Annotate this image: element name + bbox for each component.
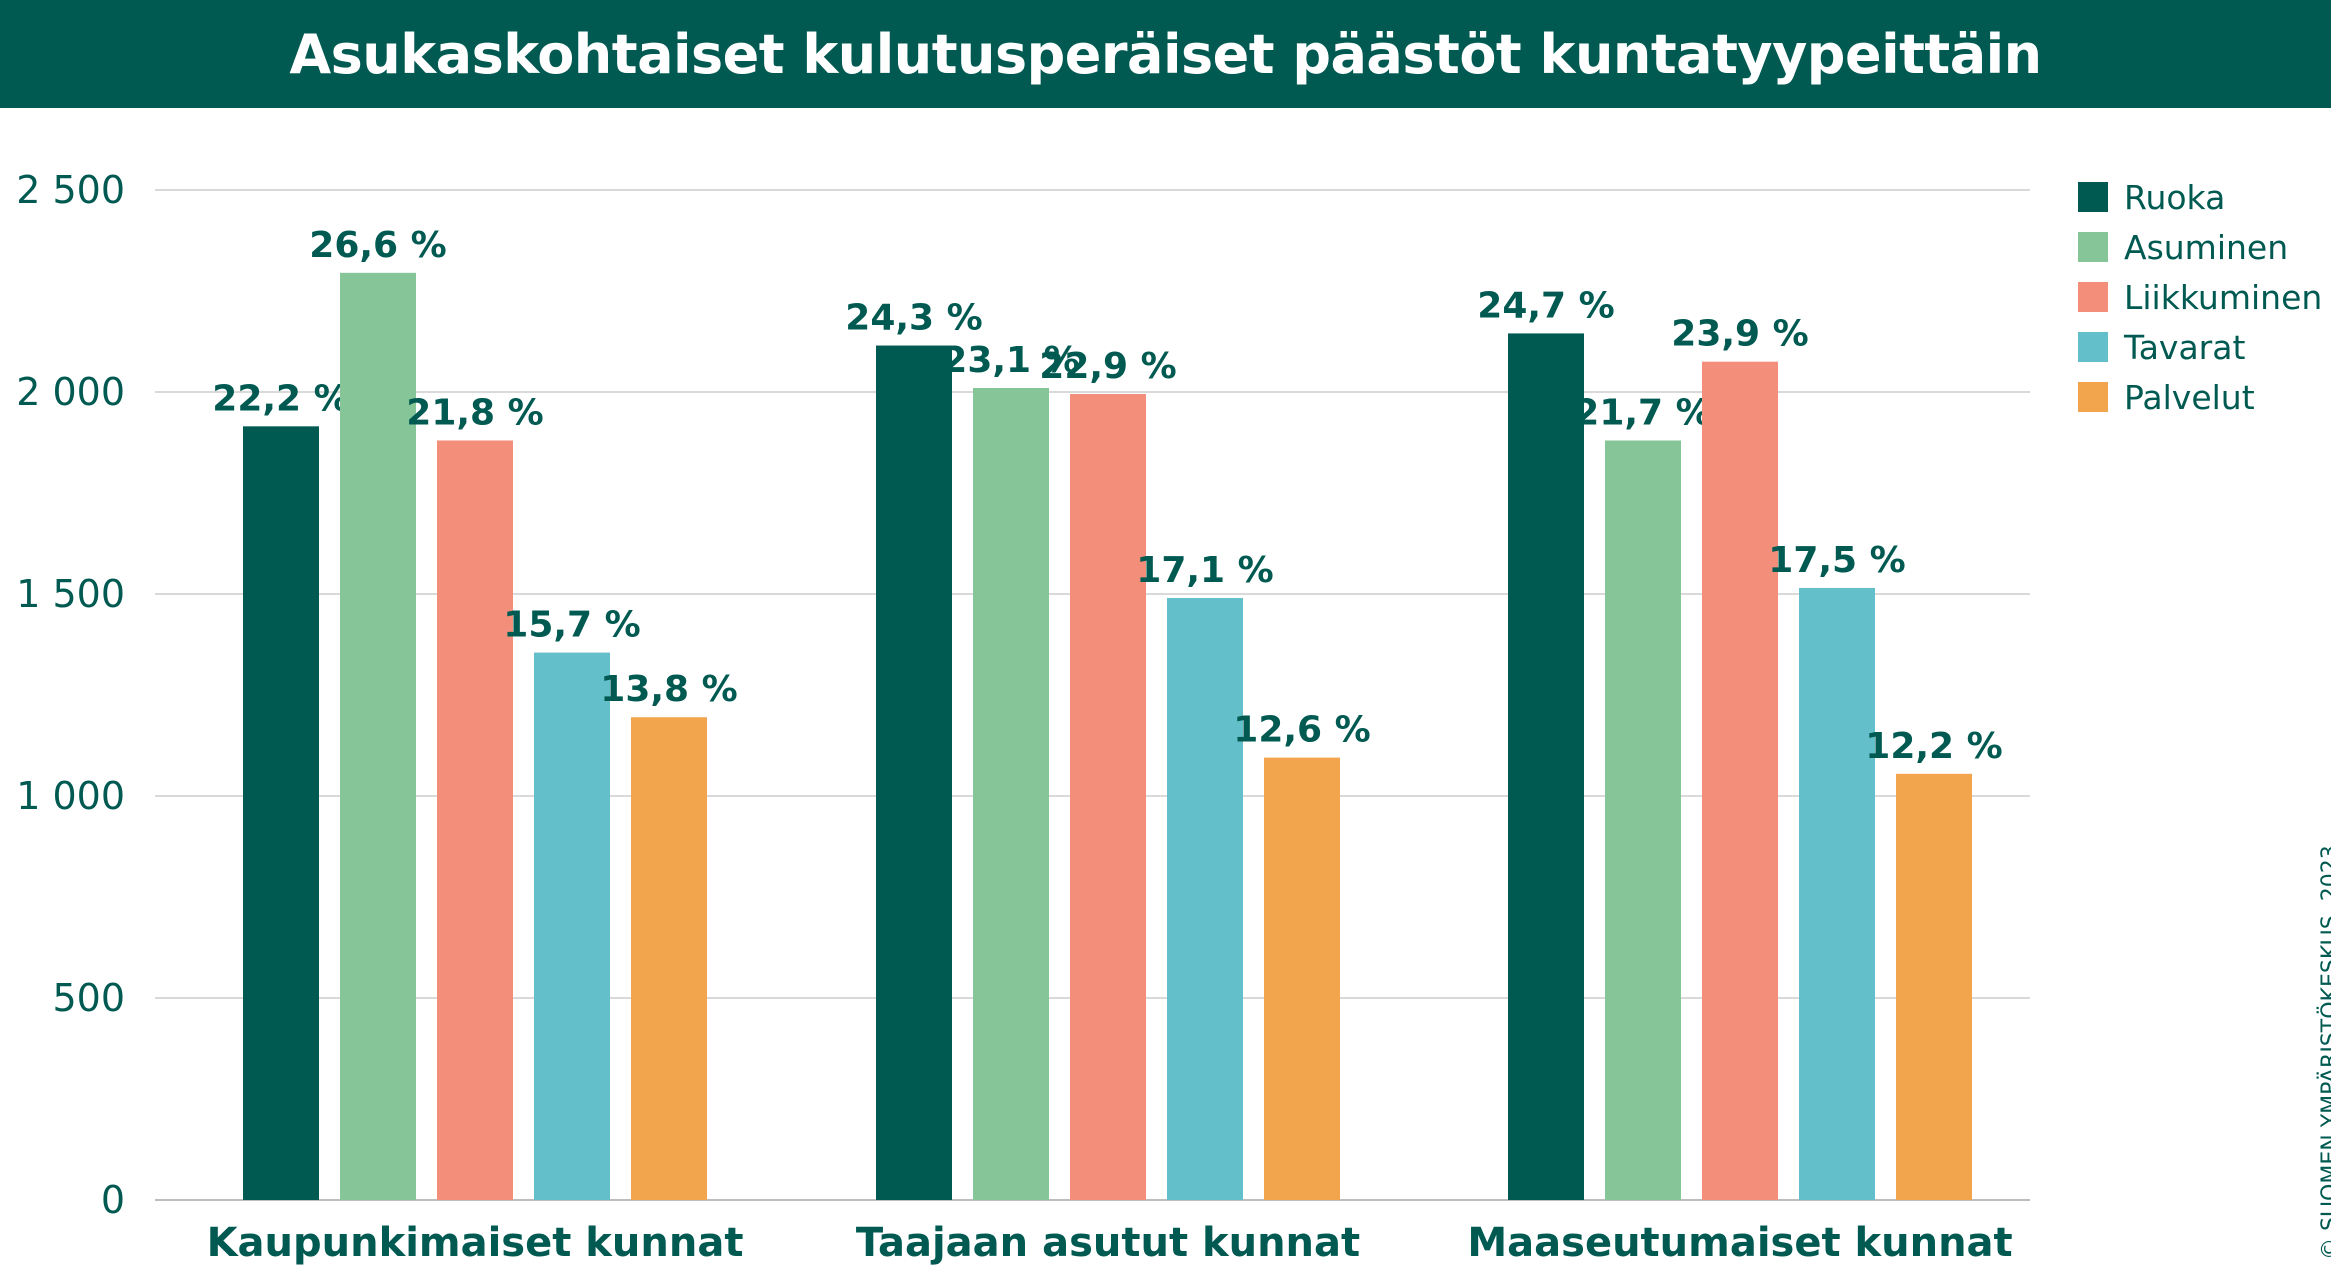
copyright-credit: © SUOMEN YMPÄRISTÖKESKUS. 2023. (2318, 838, 2331, 1260)
bar (973, 387, 1049, 1201)
bar (340, 272, 416, 1200)
bar (1896, 773, 1972, 1200)
bar (631, 717, 707, 1200)
bar (1605, 440, 1681, 1201)
legend: Ruoka Asuminen Liikkuminen Tavarat Palvelut (2078, 172, 2322, 422)
legend-swatch (2078, 382, 2108, 412)
legend-item: Palvelut (2078, 372, 2322, 422)
bar (1167, 598, 1243, 1200)
bar (243, 426, 319, 1201)
y-tick-label: 1 000 (16, 774, 125, 818)
data-label: 17,1 % (1136, 550, 1273, 591)
legend-label: Palvelut (2124, 377, 2255, 417)
data-label: 23,1 % (942, 340, 1079, 381)
bar (1702, 361, 1778, 1200)
x-category-label: Kaupunkimaiset kunnat (207, 1220, 744, 1266)
legend-item: Asuminen (2078, 222, 2322, 272)
y-tick-label: 500 (52, 976, 125, 1020)
x-category-label: Maaseutumaiset kunnat (1467, 1220, 2012, 1266)
bar (876, 345, 952, 1200)
legend-label: Asuminen (2124, 227, 2289, 267)
data-label: 12,6 % (1233, 710, 1370, 751)
bar (534, 652, 610, 1200)
bar (437, 440, 513, 1201)
data-label: 12,2 % (1865, 726, 2002, 767)
data-label: 26,6 % (309, 225, 446, 266)
y-tick-label: 2 500 (16, 168, 125, 212)
data-label: 15,7 % (503, 605, 640, 646)
y-tick-label: 0 (101, 1178, 125, 1222)
legend-item: Ruoka (2078, 172, 2322, 222)
legend-swatch (2078, 182, 2108, 212)
legend-label: Ruoka (2124, 177, 2226, 217)
legend-item: Tavarat (2078, 322, 2322, 372)
legend-item: Liikkuminen (2078, 272, 2322, 322)
legend-label: Liikkuminen (2124, 277, 2323, 317)
legend-label: Tavarat (2124, 327, 2246, 367)
bar (1508, 333, 1584, 1200)
legend-swatch (2078, 332, 2108, 362)
title-bar: Asukaskohtaiset kulutusperäiset päästöt … (0, 0, 2331, 108)
x-category-label: Taajaan asutut kunnat (856, 1220, 1360, 1266)
data-label: 17,5 % (1768, 540, 1905, 581)
data-label: 21,7 % (1574, 392, 1711, 433)
bar (1799, 587, 1875, 1200)
legend-swatch (2078, 282, 2108, 312)
bar (1264, 757, 1340, 1200)
bar (1070, 394, 1146, 1200)
chart-title: Asukaskohtaiset kulutusperäiset päästöt … (289, 22, 2042, 86)
data-label: 24,3 % (845, 298, 982, 339)
data-label: 13,8 % (600, 669, 737, 710)
data-label: 22,9 % (1039, 346, 1176, 387)
data-label: 21,8 % (406, 392, 543, 433)
y-tick-label: 1 500 (16, 572, 125, 616)
y-tick-label: 2 000 (16, 370, 125, 414)
data-label: 23,9 % (1671, 314, 1808, 355)
legend-swatch (2078, 232, 2108, 262)
data-label: 24,7 % (1477, 285, 1614, 326)
data-label: 22,2 % (212, 378, 349, 419)
